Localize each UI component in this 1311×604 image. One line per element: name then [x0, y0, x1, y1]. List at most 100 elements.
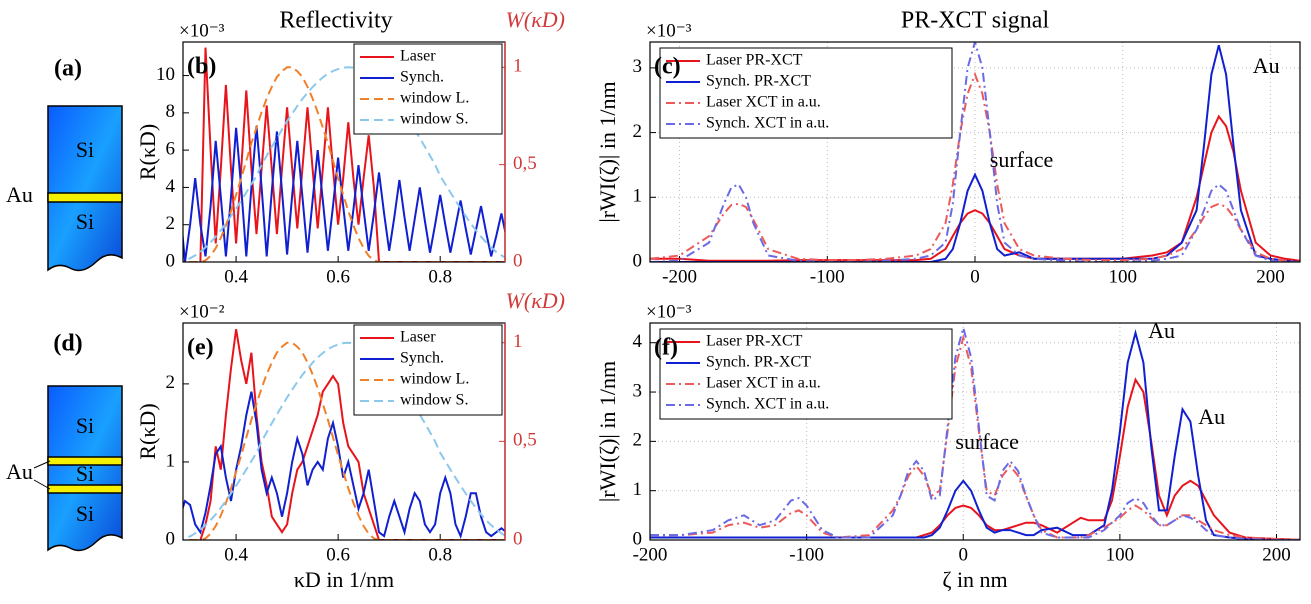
- legend-label: window L.: [400, 90, 469, 107]
- y-tick-label: 2: [633, 430, 643, 451]
- gold-layer: [47, 456, 123, 466]
- series-line: [650, 323, 1300, 540]
- legend-label: Synch. XCT in a.u.: [706, 396, 829, 413]
- legend-label: Laser: [400, 48, 436, 65]
- substrate: [47, 105, 123, 272]
- series-line: [183, 341, 505, 540]
- y-tick-label: 1: [633, 479, 643, 500]
- schematic-a: (a) Si Si Au: [6, 56, 123, 272]
- y-tick-label: 0: [166, 528, 176, 549]
- annotation: Au: [1148, 318, 1175, 343]
- y2-label: W(κD): [506, 288, 565, 313]
- y2-tick-label: 0: [513, 250, 523, 271]
- legend-box: [659, 47, 953, 139]
- series-line: [650, 44, 1300, 262]
- legend-label: Synch.: [400, 350, 444, 367]
- legend-label: Synch. PR-XCT: [706, 354, 811, 371]
- x-label: κD in 1/nm: [294, 567, 394, 592]
- y2-tick-label: 0,5: [513, 153, 537, 174]
- legend-label: Laser XCT in a.u.: [706, 375, 821, 392]
- y-tick-label: 0: [166, 250, 176, 271]
- annotation: Au: [1198, 404, 1225, 429]
- y-tick-label: 0: [633, 250, 643, 271]
- x-tick-label: 0.4: [224, 544, 248, 565]
- layer-label: Si: [76, 413, 94, 438]
- series-line: [199, 47, 505, 262]
- y-tick-label: 8: [166, 101, 176, 122]
- y-label: |rWI(ζ)| in 1/nm: [595, 81, 620, 222]
- y-tick-label: 2: [166, 213, 176, 234]
- layer-label: Si: [76, 461, 94, 486]
- marker-label: Au: [6, 182, 33, 207]
- gold-layer: [47, 192, 123, 203]
- x-tick-label: 200: [1262, 544, 1291, 565]
- marker-label: Au: [6, 459, 33, 484]
- x-tick-label: 0.6: [326, 266, 350, 287]
- panel-label: (a): [54, 56, 82, 82]
- panel-label: (d): [53, 331, 82, 357]
- chart-title: PR-XCT signal: [901, 8, 1050, 34]
- legend: Laser PR-XCT Synch. PR-XCT Laser XCT in a.…: [659, 328, 953, 420]
- y2-tick-label: 0,5: [513, 430, 537, 451]
- gold-layer: [47, 484, 123, 494]
- x-label: ζ in nm: [942, 567, 1007, 592]
- substrate: [47, 385, 123, 552]
- x-tick-label: -200: [633, 544, 668, 565]
- y-multiplier: ×10⁻²: [179, 301, 225, 322]
- panel-label: (f): [654, 335, 678, 361]
- y2-tick-label: 1: [513, 56, 523, 77]
- series-line: [183, 66, 505, 262]
- layer-label: Si: [76, 501, 94, 526]
- y-label: |rWI(ζ)| in 1/nm: [595, 361, 620, 502]
- legend-box: [659, 328, 953, 420]
- y2-label: W(κD): [506, 7, 565, 32]
- y-multiplier: ×10⁻³: [646, 301, 692, 322]
- legend: Laser Synch. window L. window S.: [353, 324, 503, 416]
- marker-line: [33, 460, 51, 490]
- y-tick-label: 1: [166, 450, 176, 471]
- series-line: [650, 328, 1300, 540]
- plot-frame: [649, 41, 1301, 263]
- series-line: [650, 333, 1300, 540]
- y-tick-label: 4: [166, 176, 176, 197]
- panel-label: (e): [187, 335, 214, 361]
- x-tick-label: 0.6: [326, 544, 350, 565]
- legend: Laser Synch. window L. window S.: [353, 43, 503, 135]
- legend-label: Laser PR-XCT: [706, 333, 803, 350]
- y-tick-label: 1: [633, 186, 643, 207]
- series-line: [183, 66, 505, 262]
- y-tick-label: 3: [633, 380, 643, 401]
- legend-label: Synch. XCT in a.u.: [706, 115, 829, 132]
- y-multiplier: ×10⁻³: [646, 20, 692, 41]
- x-tick-label: 100: [1108, 266, 1137, 287]
- y-tick-label: 2: [633, 121, 643, 142]
- series-line: [183, 341, 505, 540]
- legend-label: Synch.: [400, 69, 444, 86]
- x-tick-label: 100: [1106, 544, 1135, 565]
- y-tick-label: 3: [633, 56, 643, 77]
- chart-title: Reflectivity: [279, 8, 392, 34]
- legend-label: window S.: [400, 392, 468, 409]
- series-line: [183, 391, 505, 540]
- plot-frame: [649, 322, 1301, 541]
- series-line: [199, 329, 505, 540]
- x-tick-label: 0.4: [224, 266, 248, 287]
- legend: Laser PR-XCT Synch. PR-XCT Laser XCT in a.…: [659, 47, 953, 139]
- y-label: R(κD): [135, 403, 160, 459]
- x-tick-label: -200: [662, 266, 697, 287]
- legend-label: Laser: [400, 329, 436, 346]
- schematic-d: (d) Si Si Si Au: [6, 331, 123, 552]
- legend-label: window S.: [400, 111, 468, 128]
- series-line: [183, 125, 505, 262]
- legend-label: window L.: [400, 371, 469, 388]
- x-tick-label: 0: [970, 266, 980, 287]
- annotation: surface: [955, 429, 1019, 454]
- y-tick-label: 10: [156, 64, 175, 85]
- legend-label: Laser XCT in a.u.: [706, 94, 821, 111]
- x-tick-label: 0.8: [428, 266, 452, 287]
- y-multiplier: ×10⁻³: [179, 20, 225, 41]
- x-tick-label: 200: [1256, 266, 1285, 287]
- x-tick-label: -100: [789, 544, 824, 565]
